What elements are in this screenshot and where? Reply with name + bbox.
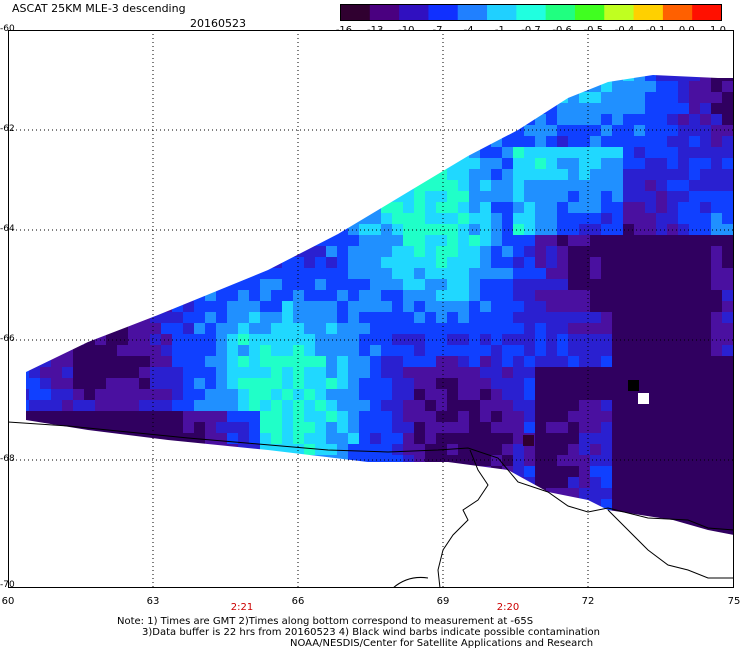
note-line-1: Note: 1) Times are GMT 2)Times along bot… (117, 616, 534, 627)
note-line-2: 3)Data buffer is 22 hrs from 20160523 4)… (142, 627, 600, 638)
colorbar-cell (428, 4, 459, 21)
coastline (8, 421, 734, 531)
pass-time-1: 2:21 (230, 602, 254, 613)
island-outline (392, 577, 429, 588)
longitude-label: 69 (436, 596, 450, 607)
longitude-label: 72 (581, 596, 595, 607)
colorbar-cell (662, 4, 693, 21)
colorbar-cell (545, 4, 576, 21)
longitude-label: 60 (1, 596, 15, 607)
map-date: 20160523 (190, 17, 246, 30)
colorbar-cell (574, 4, 605, 21)
longitude-label: 63 (146, 596, 160, 607)
colorbar-cell (604, 4, 635, 21)
map-title: ASCAT 25KM MLE-3 descending (12, 2, 186, 15)
latitude-label: -66 (0, 334, 15, 344)
latitude-label: -70 (0, 580, 15, 590)
coastline-inlet (437, 449, 489, 588)
colorbar (340, 4, 722, 21)
latitude-label: -68 (0, 454, 15, 464)
longitude-label: 75 (727, 596, 740, 607)
latitude-label: -62 (0, 124, 15, 134)
colorbar-cell (487, 4, 517, 21)
swath-map (8, 30, 734, 588)
colorbar-cell (633, 4, 664, 21)
pass-time-2: 2:20 (496, 602, 520, 613)
colorbar-cell (369, 4, 400, 21)
colorbar-cell (516, 4, 547, 21)
note-line-3: NOAA/NESDIS/Center for Satellite Applica… (290, 638, 594, 649)
longitude-label: 66 (291, 596, 305, 607)
latitude-label: -64 (0, 224, 15, 234)
coastline-east (607, 509, 734, 579)
colorbar-cell (399, 4, 429, 21)
colorbar-cell (457, 4, 488, 21)
colorbar-cell (340, 4, 371, 21)
latitude-label: -60 (0, 24, 15, 34)
colorbar-cell (692, 4, 722, 21)
